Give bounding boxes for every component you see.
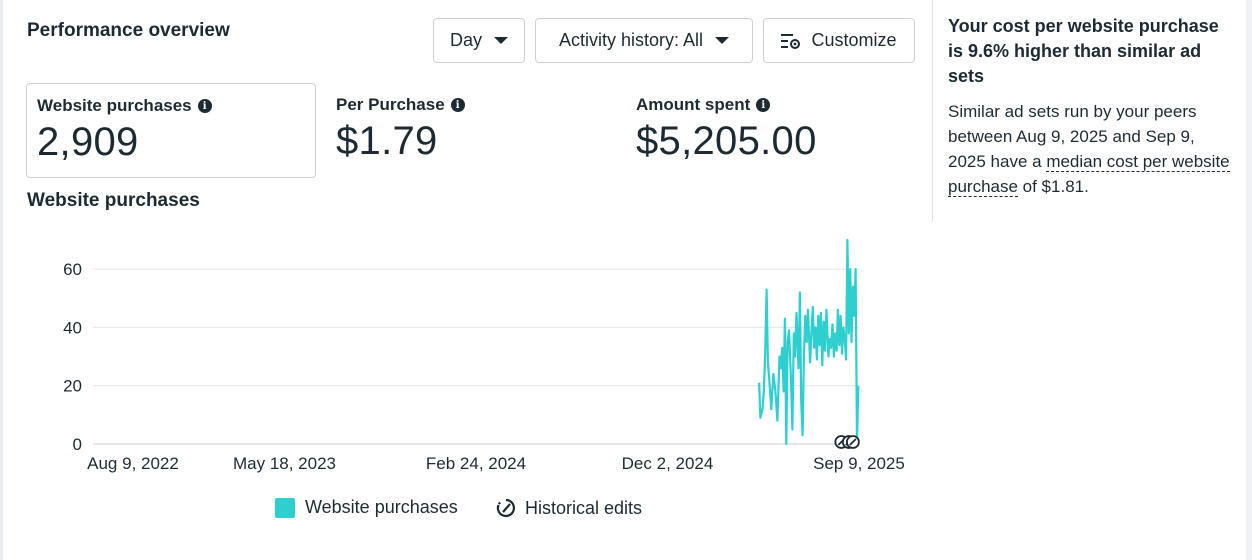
metric-per-purchase[interactable]: Per Purchase i $1.79 (326, 83, 606, 178)
legend-swatch (275, 497, 295, 518)
legend-label: Website purchases (305, 497, 458, 517)
day-dropdown[interactable]: Day (433, 18, 525, 63)
insight-text: Similar ad sets run by your peers betwee… (948, 102, 1197, 171)
x-tick-label: May 18, 2023 (233, 454, 336, 473)
x-tick-label: Sep 9, 2025 (813, 454, 905, 473)
day-dropdown-label: Day (449, 30, 482, 50)
page-edge (1246, 0, 1252, 560)
activity-history-dropdown[interactable]: Activity history: All (535, 18, 753, 63)
metric-value: $1.79 (336, 119, 438, 163)
info-icon[interactable]: i (756, 98, 771, 112)
legend-label: Historical edits (525, 497, 643, 518)
x-tick-label: Feb 24, 2024 (426, 454, 526, 473)
metric-value: $5,205.00 (636, 119, 817, 163)
blank-area (932, 222, 1252, 560)
insight-text: of $1.81. (1017, 177, 1089, 196)
series-line-website-purchases (758, 238, 860, 446)
x-tick-label: Dec 2, 2024 (622, 454, 714, 473)
metric-label: Amount spent (636, 95, 751, 114)
metric-website-purchases[interactable]: Website purchases i 2,909 (26, 83, 316, 178)
insight-title: Your cost per website purchase is 9.6% h… (948, 16, 1219, 86)
metric-value: 2,909 (37, 120, 139, 164)
historical-edits-icon (496, 498, 515, 518)
info-icon[interactable]: i (197, 99, 212, 113)
y-tick-label: 60 (63, 260, 82, 279)
legend-historical-edits[interactable]: Historical edits (495, 497, 642, 519)
y-tick-label: 20 (63, 377, 82, 396)
customize-icon (781, 33, 801, 49)
performance-overview-panel: Performance overview Day Activity histor… (0, 0, 916, 560)
historical-edit-marker[interactable] (845, 435, 860, 449)
chart-title: Website purchases (27, 190, 200, 211)
metric-label: Per Purchase (336, 95, 445, 114)
customize-label: Customize (811, 30, 897, 50)
metric-amount-spent[interactable]: Amount spent i $5,205.00 (626, 83, 916, 178)
customize-button[interactable]: Customize (763, 18, 915, 63)
panel-divider (932, 0, 933, 222)
caret-down-icon (494, 37, 508, 44)
caret-down-icon (715, 37, 730, 44)
activity-history-label: Activity history: All (558, 30, 704, 50)
info-icon[interactable]: i (450, 98, 465, 112)
median-cost-definition-link[interactable]: median cost per website purchase (948, 152, 1230, 197)
legend-website-purchases[interactable]: Website purchases (275, 497, 458, 518)
insight-body: Similar ad sets run by your peers betwee… (948, 99, 1233, 199)
y-tick-label: 40 (63, 318, 82, 337)
y-tick-label: 0 (73, 435, 82, 454)
panel-title: Performance overview (27, 20, 230, 41)
website-purchases-chart: 0 20 40 60 Aug 9, 2022 May 18, 2023 Feb 24, 20… (63, 238, 905, 473)
x-tick-label: Aug 9, 2022 (87, 454, 179, 473)
metric-label: Website purchases (37, 96, 192, 115)
insight-card: Your cost per website purchase is 9.6% h… (948, 14, 1233, 199)
